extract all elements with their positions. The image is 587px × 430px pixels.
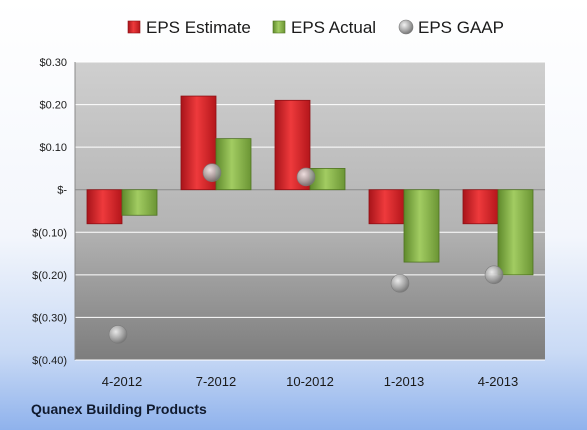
actual-bar bbox=[215, 138, 252, 191]
x-tick-label: 1-2013 bbox=[384, 374, 424, 389]
actual-bar bbox=[497, 189, 534, 276]
actual-bar bbox=[121, 189, 158, 216]
gaap-marker bbox=[484, 265, 504, 285]
legend-label: EPS Estimate bbox=[146, 18, 251, 37]
gaap-marker bbox=[296, 167, 316, 187]
y-tick-label: $(0.10) bbox=[32, 227, 67, 239]
bars bbox=[86, 95, 534, 276]
x-tick-label: 4-2013 bbox=[478, 374, 518, 389]
x-tick-label: 4-2012 bbox=[102, 374, 142, 389]
estimate-bar bbox=[86, 189, 123, 225]
x-tick-label: 10-2012 bbox=[286, 374, 334, 389]
company-name: Quanex Building Products bbox=[31, 401, 207, 417]
y-tick-label: $- bbox=[57, 185, 67, 197]
estimate-bar bbox=[368, 189, 405, 225]
y-tick-label: $0.10 bbox=[39, 142, 67, 154]
y-axis: $0.30 $0.20 $0.10 $- $(0.10) $(0.20) $(0.30) $(… bbox=[32, 57, 76, 367]
y-tick-label: $0.20 bbox=[39, 100, 67, 112]
gaap-marker bbox=[202, 163, 222, 182]
x-tick-label: 7-2012 bbox=[196, 374, 236, 389]
actual-bar bbox=[403, 189, 440, 263]
y-tick-label: $(0.20) bbox=[32, 270, 67, 282]
gaap-marker bbox=[108, 325, 128, 344]
y-tick-label: $(0.30) bbox=[32, 312, 67, 324]
legend-label: EPS Actual bbox=[291, 18, 376, 37]
estimate-bar bbox=[462, 189, 499, 225]
gaap-markers bbox=[108, 163, 504, 344]
y-tick-label: $0.30 bbox=[39, 57, 67, 69]
legend-label: EPS GAAP bbox=[418, 18, 504, 37]
x-axis: 4-2012 7-2012 10-2012 1-2013 4-2013 bbox=[102, 374, 518, 389]
legend-swatch bbox=[398, 19, 414, 35]
legend-swatch bbox=[272, 20, 286, 34]
y-tick-label: $(0.40) bbox=[32, 355, 67, 367]
gaap-marker bbox=[390, 274, 410, 293]
actual-bar bbox=[309, 168, 346, 191]
legend: EPS Estimate EPS Actual EPS GAAP bbox=[127, 18, 504, 37]
legend-swatch bbox=[127, 20, 141, 34]
